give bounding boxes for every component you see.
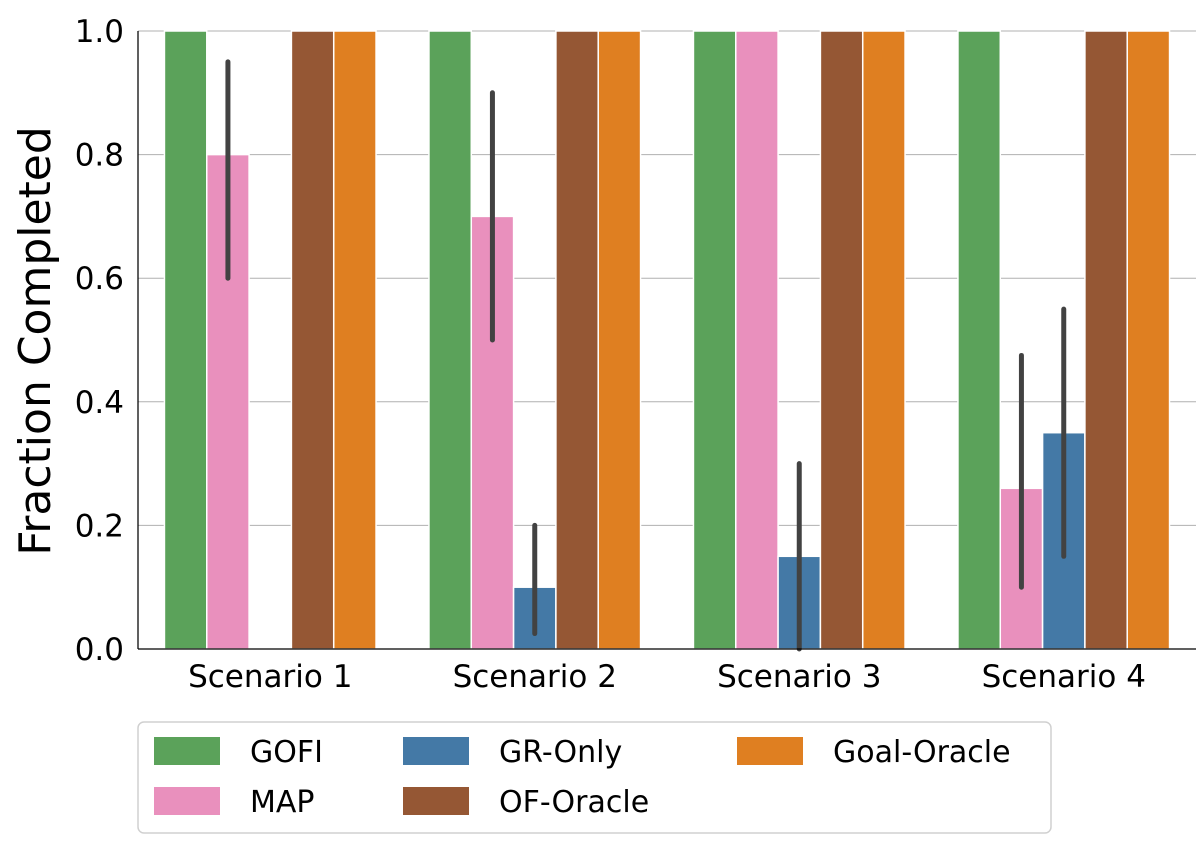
legend-label-map: MAP xyxy=(250,785,315,820)
x-tick-label: Scenario 3 xyxy=(717,659,881,695)
x-tick-label: Scenario 1 xyxy=(188,659,352,695)
bar-gofi-1 xyxy=(163,30,208,650)
bar-of-oracle-3 xyxy=(819,30,864,650)
bar-of-oracle-2 xyxy=(555,30,599,650)
bar-gofi-4 xyxy=(957,30,1002,650)
bar-goal-oracle-1 xyxy=(332,30,377,650)
legend-swatch-of-oracle xyxy=(403,787,469,815)
legend-swatch-goal-oracle xyxy=(737,737,803,765)
y-tick-label: 0.2 xyxy=(75,508,124,544)
bar-map-3 xyxy=(735,30,779,650)
bar-of-oracle-1 xyxy=(290,30,335,650)
bar-of-oracle-4 xyxy=(1084,30,1128,650)
error-bars xyxy=(225,59,1067,652)
legend-label-goal-oracle: Goal-Oracle xyxy=(833,735,1011,770)
y-tick-label: 0.4 xyxy=(75,385,124,421)
y-tick-label: 0.0 xyxy=(75,632,124,668)
bar-goal-oracle-4 xyxy=(1126,30,1171,650)
x-tick-labels: Scenario 1 Scenario 2 Scenario 3 Scenario 4 xyxy=(188,659,1146,695)
y-tick-label: 1.0 xyxy=(75,14,124,50)
legend-swatch-map xyxy=(154,787,220,815)
legend-frame xyxy=(137,721,1052,834)
x-tick-label: Scenario 2 xyxy=(453,659,617,695)
y-tick-label: 0.8 xyxy=(75,138,124,174)
bar-goal-oracle-3 xyxy=(861,30,906,650)
bar-gofi-3 xyxy=(692,30,737,650)
bar-gofi-2 xyxy=(428,30,473,650)
axes xyxy=(137,31,1196,650)
legend-label-of-oracle: OF-Oracle xyxy=(499,785,649,820)
bar-goal-oracle-2 xyxy=(597,30,642,650)
legend-label-gofi: GOFI xyxy=(250,735,323,770)
legend-swatch-gr-only xyxy=(403,737,469,765)
y-axis-label: Fraction Completed xyxy=(10,126,61,556)
legend-label-gr-only: GR-Only xyxy=(499,735,622,770)
legend-swatch-gofi xyxy=(154,737,220,765)
x-tick-label: Scenario 4 xyxy=(982,659,1146,695)
legend: GOFI MAP GR-Only OF-Oracle Goal-Oracle xyxy=(137,721,1052,834)
bars xyxy=(163,30,1171,650)
y-tick-labels: 0.0 0.2 0.4 0.6 0.8 1.0 xyxy=(75,14,124,668)
y-tick-label: 0.6 xyxy=(75,261,124,297)
